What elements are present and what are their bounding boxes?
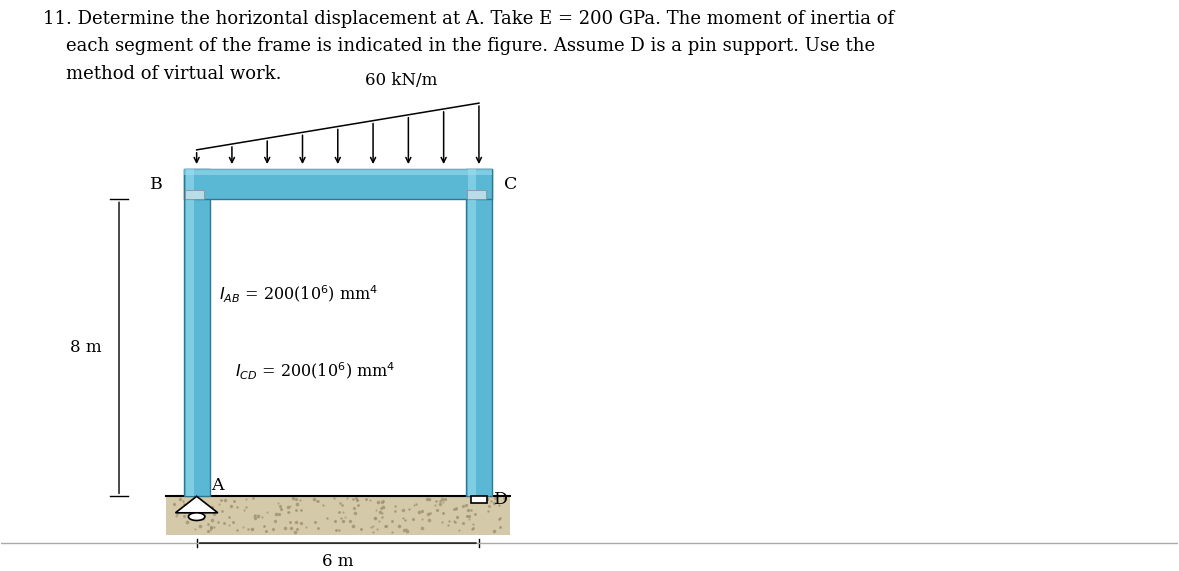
FancyBboxPatch shape	[472, 496, 487, 504]
Text: method of virtual work.: method of virtual work.	[42, 65, 281, 83]
Text: each segment of the frame is indicated in the figure. Assume D is a pin support.: each segment of the frame is indicated i…	[42, 37, 875, 55]
FancyBboxPatch shape	[185, 190, 204, 199]
Polygon shape	[176, 496, 218, 513]
Text: 11. Determine the horizontal displacement at A. Take E = 200 GPa. The moment of : 11. Determine the horizontal displacemen…	[42, 10, 894, 27]
Text: C: C	[503, 176, 518, 193]
Text: B: B	[150, 176, 163, 193]
FancyBboxPatch shape	[184, 169, 210, 496]
Text: $I_{BC}$ = 300(10$^6$) mm$^4$: $I_{BC}$ = 300(10$^6$) mm$^4$	[219, 174, 378, 195]
FancyBboxPatch shape	[184, 169, 492, 199]
Text: 60 kN/m: 60 kN/m	[365, 73, 437, 90]
FancyBboxPatch shape	[468, 169, 476, 496]
Text: 8 m: 8 m	[70, 339, 101, 356]
Text: A: A	[211, 477, 223, 493]
FancyBboxPatch shape	[166, 496, 509, 535]
FancyBboxPatch shape	[467, 190, 486, 199]
Text: 6 m: 6 m	[322, 553, 354, 570]
Text: $I_{AB}$ = 200(10$^6$) mm$^4$: $I_{AB}$ = 200(10$^6$) mm$^4$	[219, 284, 378, 305]
Text: $I_{CD}$ = 200(10$^6$) mm$^4$: $I_{CD}$ = 200(10$^6$) mm$^4$	[236, 361, 396, 382]
Circle shape	[189, 513, 205, 521]
FancyBboxPatch shape	[184, 169, 492, 175]
FancyBboxPatch shape	[466, 169, 492, 496]
FancyBboxPatch shape	[186, 169, 193, 496]
Text: D: D	[494, 492, 508, 508]
